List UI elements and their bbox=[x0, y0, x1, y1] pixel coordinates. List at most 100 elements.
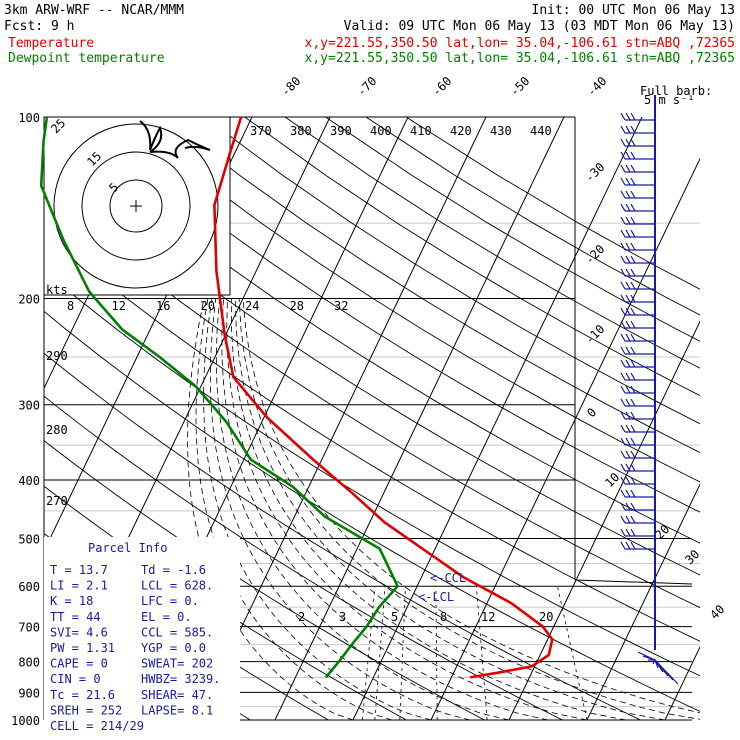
lcl-marker: <-LCL bbox=[418, 590, 454, 604]
wind-barb-flag bbox=[620, 125, 626, 134]
mixing-ratio-line bbox=[475, 586, 488, 720]
wind-barb-flag bbox=[620, 476, 626, 485]
wind-barb-flag bbox=[620, 502, 626, 511]
dewpoint-line bbox=[39, 116, 400, 679]
wind-barb-flag bbox=[625, 281, 631, 290]
wind-barb-flag bbox=[625, 489, 631, 498]
parcel-info-left: LI = 2.1 bbox=[50, 579, 108, 593]
wind-barb-flag bbox=[625, 476, 631, 485]
mixing-ratio-label: 12 bbox=[112, 299, 126, 313]
wind-barb-flag bbox=[625, 398, 631, 407]
moist-adiabat bbox=[226, 298, 588, 720]
wind-barb-flag bbox=[625, 333, 631, 342]
dry-adiabat bbox=[123, 117, 700, 483]
wind-barb-flag bbox=[625, 541, 631, 550]
wind-barb-flag bbox=[630, 112, 636, 121]
wind-barb-flag bbox=[620, 437, 626, 446]
pressure-tick-label: 200 bbox=[18, 293, 40, 307]
wind-barbs bbox=[620, 95, 679, 685]
theta-label: 420 bbox=[450, 124, 472, 138]
isotherm-label: -30 bbox=[582, 160, 607, 185]
isotherm-label: -70 bbox=[354, 74, 379, 99]
wind-barb-flag bbox=[630, 229, 636, 238]
theta-label: 290 bbox=[46, 349, 68, 363]
parcel-info-right: LAPSE= 8.1 bbox=[141, 703, 213, 717]
isotherm bbox=[586, 483, 700, 720]
moist-adiabat bbox=[209, 298, 471, 720]
dry-adiabat bbox=[244, 117, 700, 397]
moist-adiabat bbox=[203, 298, 432, 720]
mixing-ratio-label: 5 bbox=[391, 610, 398, 624]
wind-barb-flag bbox=[625, 190, 631, 199]
wind-barb-flag bbox=[625, 203, 631, 212]
wind-barb-flag bbox=[630, 138, 636, 147]
wind-barb-flag bbox=[630, 190, 636, 199]
wind-barb bbox=[654, 659, 679, 685]
wind-barb-flag bbox=[625, 424, 631, 433]
wind-barb-flag bbox=[625, 138, 631, 147]
dry-adiabat bbox=[44, 191, 700, 609]
isotherm-label: -50 bbox=[507, 74, 532, 99]
mixing-ratio-label: 3 bbox=[339, 610, 346, 624]
wind-barb-flag bbox=[620, 203, 626, 212]
wind-barb-flag bbox=[620, 320, 626, 329]
parcel-info-title: Parcel Info bbox=[88, 541, 167, 555]
wind-barb-flag bbox=[630, 216, 636, 225]
wind-barb-flag bbox=[620, 190, 626, 199]
wind-barb-flag bbox=[630, 476, 636, 485]
parcel-info-left: Tc = 21.6 bbox=[50, 688, 115, 702]
moist-adiabat bbox=[187, 298, 354, 720]
wind-barb-flag bbox=[630, 424, 636, 433]
pressure-tick-label: 600 bbox=[18, 580, 40, 594]
wind-barb-flag bbox=[620, 112, 626, 121]
wind-barb-flag bbox=[620, 177, 626, 186]
wind-barb-flag bbox=[630, 502, 636, 511]
pressure-tick-label: 700 bbox=[18, 621, 40, 635]
wind-barb-flag bbox=[625, 385, 631, 394]
chart-series bbox=[39, 116, 554, 679]
hodograph-ring bbox=[109, 179, 163, 233]
parcel-info-right: LCL = 628. bbox=[141, 579, 213, 593]
dry-adiabat bbox=[44, 117, 700, 544]
pressure-tick-label: 500 bbox=[18, 532, 40, 546]
pressure-tick-label: 900 bbox=[18, 686, 40, 700]
wind-barb-flag bbox=[625, 307, 631, 316]
wind-barb-flag bbox=[620, 359, 626, 368]
wind-barb-flag bbox=[630, 528, 636, 537]
theta-label: 280 bbox=[46, 423, 68, 437]
mixing-ratio-label: 16 bbox=[156, 299, 170, 313]
dry-adiabat bbox=[44, 270, 700, 677]
theta-label: 390 bbox=[330, 124, 352, 138]
mixing-ratio-label: 20 bbox=[201, 299, 215, 313]
isotherm-label: 30 bbox=[682, 547, 702, 567]
isotherm bbox=[0, 117, 18, 720]
wind-barb-flag bbox=[630, 463, 636, 472]
forecast-hour: Fcst: 9 h bbox=[4, 19, 74, 34]
legend-temperature: Temperature bbox=[8, 36, 94, 51]
wind-barb-flag bbox=[630, 242, 636, 251]
wind-barb-flag bbox=[620, 255, 626, 264]
isotherm bbox=[352, 117, 643, 720]
parcel-info-left: CAPE = 0 bbox=[50, 657, 108, 671]
wind-barb-flag bbox=[625, 216, 631, 225]
mixing-ratio-label: 8 bbox=[440, 610, 447, 624]
wind-barb-flag bbox=[630, 372, 636, 381]
wind-barb-flag bbox=[620, 346, 626, 355]
mixing-ratio-label: 20 bbox=[539, 610, 553, 624]
parcel-info-left: SVI= 4.6 bbox=[50, 625, 108, 639]
dry-adiabat bbox=[44, 352, 641, 720]
wind-barb-flag bbox=[620, 463, 626, 472]
legend-temperature-location: x,y=221.55,350.50 lat,lon= 35.04,-106.61… bbox=[305, 36, 735, 51]
legend-dewpoint-location: x,y=221.55,350.50 lat,lon= 35.04,-106.61… bbox=[305, 51, 735, 66]
wind-barb-flag bbox=[625, 177, 631, 186]
wind-barb-flag bbox=[625, 411, 631, 420]
theta-label: 270 bbox=[46, 494, 68, 508]
dry-adiabat bbox=[44, 310, 700, 712]
wind-barb-flag bbox=[625, 359, 631, 368]
wind-barb-flag bbox=[620, 541, 626, 550]
barb-label-line1: Full barb: bbox=[640, 84, 712, 98]
wind-barb-flag bbox=[620, 411, 626, 420]
wind-barb-flag bbox=[625, 346, 631, 355]
wind-barb-flag bbox=[630, 450, 636, 459]
legend-dewpoint: Dewpoint temperature bbox=[8, 51, 165, 66]
